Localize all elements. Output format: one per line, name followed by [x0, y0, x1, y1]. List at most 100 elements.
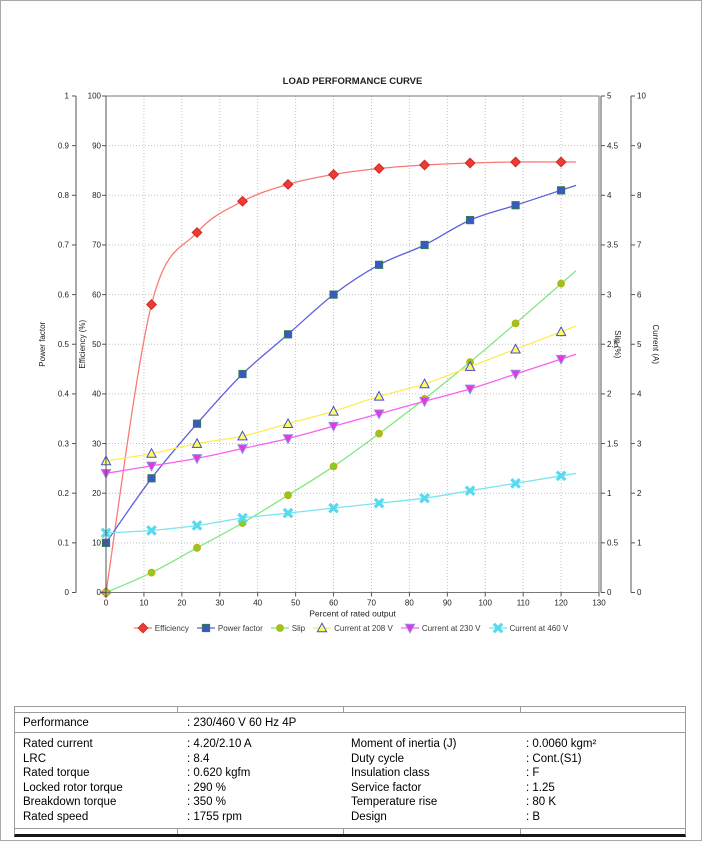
y-tick-label: 0.3: [58, 439, 70, 448]
series-line-current-at-208-v: [105, 325, 577, 462]
series-markers-current-at-230-v: [100, 354, 567, 480]
legend-label: Current at 208 V: [334, 623, 393, 633]
spec-label: Breakdown torque: [23, 796, 117, 809]
y-tick-label: 10: [637, 92, 646, 101]
axis-title-power_factor: Power factor: [38, 321, 47, 366]
legend-item-efficiency: Efficiency: [133, 622, 189, 634]
legend-label: Current at 230 V: [421, 623, 481, 633]
axis-title-current: Current (A): [651, 324, 660, 364]
y-tick-label: 5: [637, 340, 642, 349]
y-tick-label: 0.5: [58, 340, 70, 349]
spec-column-right: Moment of inertia (J): 0.0060 kgm² Duty c…: [342, 737, 685, 825]
y-tick-label: 0.4: [58, 390, 70, 399]
spec-value: : B: [526, 810, 541, 823]
y-tick-label: 80: [92, 191, 101, 200]
spec-value: : 0.620 kgfm: [187, 767, 251, 780]
y-tick-label: 0: [65, 588, 70, 597]
legend-marker-diamond-icon: [133, 622, 152, 634]
spec-row-design: Design: B: [342, 810, 685, 825]
y-tick-label: 7: [637, 241, 642, 250]
performance-label: Performance: [23, 716, 89, 729]
spec-row-rated-speed: Rated speed: 1755 rpm: [15, 810, 342, 825]
y-tick-label: 6: [637, 290, 642, 299]
y-tick-label: 1: [65, 92, 70, 101]
x-tick-label: 130: [592, 599, 606, 608]
x-tick-label: 10: [139, 599, 148, 608]
spec-row-service-factor: Service factor: 1.25: [342, 781, 685, 796]
spec-row-rated-current: Rated current: 4.20/2.10 A: [15, 737, 342, 752]
y-tick-label: 8: [637, 191, 642, 200]
spec-column-left: Rated current: 4.20/2.10 A LRC: 8.4 Rated …: [15, 737, 342, 825]
column-divider: [177, 828, 178, 834]
y-tick-label: 1: [637, 539, 642, 548]
series-markers-power-factor: [101, 186, 566, 547]
y-tick-label: 20: [92, 489, 101, 498]
y-tick-label: 5: [607, 92, 612, 101]
y-tick-label: 3: [607, 290, 612, 299]
series-line-current-at-230-v: [105, 353, 577, 474]
x-tick-label: 0: [104, 599, 109, 608]
y-tick-label: 0.1: [58, 539, 70, 548]
chart-grid: [106, 96, 599, 593]
y-tick-label: 100: [88, 92, 102, 101]
spec-row-moment-of-inertia-j-: Moment of inertia (J): 0.0060 kgm²: [342, 737, 685, 752]
axis-power_factor: 0 0.1 0.2 0.3 0.4 0.5 0.6 0.7 0.8 0.9 1 Power facto…: [38, 92, 77, 597]
spec-row-locked-rotor-torque: Locked rotor torque: 290 %: [15, 781, 342, 796]
y-tick-label: 0.7: [58, 241, 70, 250]
legend-marker-square-icon: [196, 623, 215, 633]
x-tick-label: 70: [367, 599, 376, 608]
legend-marker-triangle-up-icon: [313, 622, 332, 633]
column-divider: [343, 828, 344, 834]
x-tick-label: 40: [253, 599, 262, 608]
y-tick-label: 0: [97, 588, 102, 597]
y-tick-label: 60: [92, 290, 101, 299]
y-tick-label: 0: [607, 588, 612, 597]
x-tick-label: 80: [405, 599, 414, 608]
x-tick-label: 90: [443, 599, 452, 608]
series-lines: [105, 161, 577, 594]
spec-value: : 350 %: [187, 796, 226, 809]
y-tick-label: 4: [637, 390, 642, 399]
performance-value: : 230/460 V 60 Hz 4P: [187, 716, 297, 729]
y-tick-label: 90: [92, 141, 101, 150]
performance-spec-table: Performance : 230/460 V 60 Hz 4P Rated c…: [14, 706, 686, 837]
y-tick-label: 2: [637, 489, 642, 498]
column-divider: [177, 707, 178, 712]
y-tick-label: 3: [637, 439, 642, 448]
legend-marker-circle-icon: [270, 624, 289, 632]
legend-marker-triangle-down-icon: [400, 623, 419, 634]
x-tick-label: 50: [291, 599, 300, 608]
spec-value: : 290 %: [187, 781, 226, 794]
y-tick-label: 0.5: [607, 539, 619, 548]
y-tick-label: 1: [607, 489, 612, 498]
table-body: Rated current: 4.20/2.10 A LRC: 8.4 Rated …: [15, 733, 685, 828]
spec-value: : 0.0060 kgm²: [526, 738, 597, 750]
x-tick-label: 30: [215, 599, 224, 608]
axis-title-slip: Slip (%): [613, 330, 622, 358]
legend-item-slip: Slip: [270, 622, 305, 634]
y-tick-label: 0.2: [58, 489, 70, 498]
spec-label: Insulation class: [351, 767, 430, 780]
x-tick-label: 60: [329, 599, 338, 608]
y-tick-label: 3.5: [607, 241, 619, 250]
y-tick-label: 2: [607, 390, 612, 399]
legend-label: Power factor: [217, 623, 263, 633]
spec-value: : F: [526, 767, 540, 780]
spec-value: : Cont.(S1): [526, 752, 582, 765]
spec-row-lrc: LRC: 8.4: [15, 752, 342, 767]
y-tick-label: 0: [637, 588, 642, 597]
y-tick-label: 50: [92, 340, 101, 349]
spec-row-rated-torque: Rated torque: 0.620 kgfm: [15, 766, 342, 781]
y-tick-label: 10: [92, 539, 101, 548]
spec-label: Service factor: [351, 781, 422, 794]
legend-item-current-at-208-v: Current at 208 V: [313, 622, 393, 634]
x-tick-label: 110: [517, 599, 530, 608]
x-tick-label: 120: [554, 599, 568, 608]
axis-efficiency: 0 10 20 30 40 50 60 70 80 90 100 Efficiency (%): [78, 92, 107, 597]
spec-row-breakdown-torque: Breakdown torque : 350 %: [15, 795, 342, 810]
chart-legend: Efficiency Power factor Slip Current at 208…: [1, 620, 701, 636]
y-tick-label: 40: [92, 390, 101, 399]
axis-title-efficiency: Efficiency (%): [78, 320, 87, 369]
x-tick-label: 20: [177, 599, 186, 608]
